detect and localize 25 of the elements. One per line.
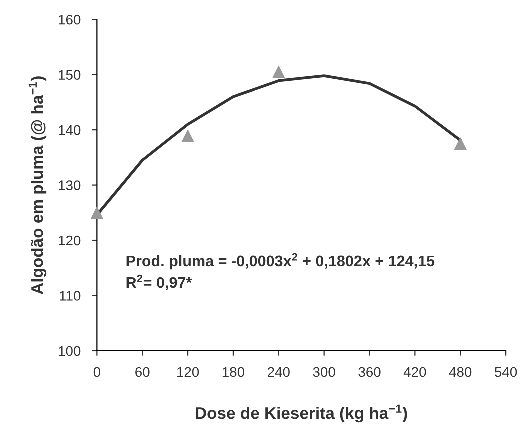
x-tick-label: 120	[178, 367, 200, 378]
y-tick-label: 100	[59, 346, 81, 356]
annotation: Prod. pluma = -0,0003x$^{2}$ + 0,1802x + 124,15	[126, 253, 435, 270]
x-axis-title: Dose de Kieserita (kg ha$^{−1}$)	[196, 404, 408, 423]
y-tick-label: 160	[59, 14, 81, 25]
point	[272, 66, 286, 78]
x-tick-label: 360	[358, 367, 381, 378]
x-tick-label: 420	[404, 367, 426, 378]
point	[91, 206, 104, 220]
x-tick-label: 240	[268, 367, 290, 378]
y-axis-title: Algodão em pluma (@ ha$^{−1}$)	[28, 76, 47, 294]
point	[182, 130, 194, 142]
x-tick-label: 0	[94, 367, 100, 378]
x-tick-label: 300	[313, 367, 336, 378]
x-tick-label: 540	[495, 367, 518, 378]
x-tick-label: 180	[222, 367, 245, 378]
annotation: R$^{2}$= 0,97*	[126, 274, 192, 290]
y-tick-label: 120	[59, 236, 81, 246]
x-tick-label: 60	[136, 367, 150, 378]
y-tick-label: 130	[59, 180, 81, 190]
y-tick-label: 140	[59, 125, 81, 136]
y-tick-label: 150	[59, 70, 81, 80]
point	[454, 138, 467, 150]
y-tick-label: 110	[60, 291, 81, 301]
x-tick-label: 480	[449, 367, 472, 378]
